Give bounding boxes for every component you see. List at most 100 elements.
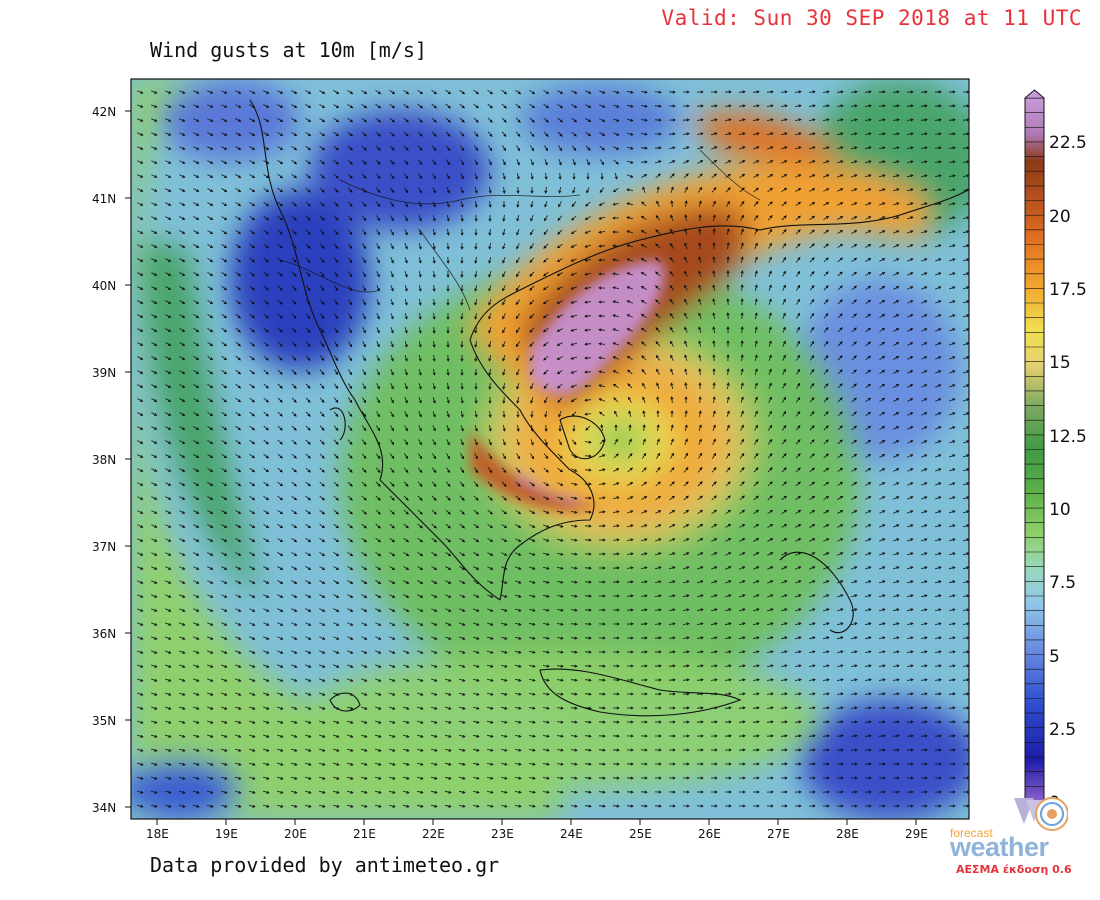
- wind-arrow: [794, 762, 802, 766]
- wind-arrow: [780, 706, 788, 710]
- wind-arrow: [556, 300, 563, 304]
- wind-arrow: [137, 650, 144, 654]
- wind-arrow: [586, 159, 590, 166]
- wind-arrow: [318, 776, 326, 780]
- wind-arrow: [487, 131, 493, 137]
- wind-arrow: [584, 412, 592, 416]
- wind-arrow: [794, 748, 802, 752]
- wind-arrow: [375, 131, 381, 137]
- wind-arrow: [655, 299, 661, 305]
- wind-arrow: [725, 650, 732, 654]
- wind-arrow: [865, 257, 872, 262]
- wind-arrow: [921, 426, 928, 430]
- wind-arrow: [962, 160, 969, 164]
- wind-arrow: [586, 172, 590, 180]
- wind-arrow: [781, 453, 787, 459]
- wind-arrow: [641, 706, 648, 710]
- wind-arrow: [752, 622, 760, 626]
- wind-arrow: [193, 188, 200, 192]
- wind-arrow: [179, 216, 186, 220]
- wind-arrow: [488, 382, 492, 390]
- wind-arrow: [794, 790, 802, 794]
- wind-arrow: [921, 258, 928, 262]
- wind-arrow: [781, 118, 788, 122]
- wind-arrow: [248, 790, 256, 794]
- wind-arrow: [836, 776, 844, 780]
- wind-arrow: [376, 355, 380, 362]
- wind-arrow: [920, 132, 928, 136]
- wind-arrow: [766, 678, 774, 682]
- wind-arrow: [501, 706, 508, 710]
- wind-arrow: [879, 552, 886, 556]
- wind-arrow: [418, 368, 422, 376]
- wind-arrow: [752, 776, 760, 780]
- wind-arrow: [794, 804, 802, 808]
- wind-arrow: [193, 369, 200, 375]
- wind-arrow: [626, 776, 634, 780]
- wind-arrow: [291, 201, 297, 207]
- wind-arrow: [696, 594, 704, 598]
- wind-arrow: [948, 762, 956, 766]
- wind-arrow: [488, 214, 492, 222]
- wind-arrow: [417, 537, 424, 543]
- wind-arrow: [949, 468, 956, 472]
- wind-arrow: [809, 284, 815, 291]
- wind-arrow: [711, 776, 718, 780]
- wind-arrow: [669, 467, 675, 473]
- wind-arrow: [948, 748, 956, 752]
- wind-arrow: [165, 524, 172, 528]
- wind-arrow: [389, 537, 396, 543]
- wind-arrow: [418, 298, 422, 306]
- wind-arrow: [781, 242, 787, 249]
- wind-arrow: [640, 650, 648, 654]
- wind-arrow: [530, 229, 534, 236]
- wind-arrow: [333, 495, 339, 501]
- lon-label: 18E: [146, 827, 169, 841]
- wind-arrow: [626, 552, 634, 556]
- wind-arrow: [207, 678, 214, 682]
- wind-arrow: [319, 90, 326, 94]
- wind-arrow: [795, 467, 801, 473]
- wind-arrow: [627, 510, 634, 514]
- wind-arrow: [598, 356, 606, 360]
- wind-arrow: [599, 132, 606, 137]
- wind-arrow: [865, 453, 872, 458]
- wind-arrow: [165, 552, 172, 556]
- wind-arrow: [571, 145, 577, 152]
- lon-label: 27E: [767, 827, 790, 841]
- wind-arrow: [277, 467, 283, 473]
- wind-arrow: [305, 566, 312, 571]
- wind-arrow: [571, 496, 578, 500]
- wind-arrow: [488, 285, 492, 292]
- wind-arrow: [515, 566, 522, 570]
- wind-arrow: [444, 748, 452, 752]
- wind-arrow: [670, 200, 674, 208]
- wind-arrow: [151, 314, 158, 318]
- wind-arrow: [221, 664, 228, 668]
- wind-arrow: [598, 244, 606, 248]
- wind-arrow: [460, 159, 464, 166]
- wind-arrow: [851, 299, 857, 305]
- wind-arrow: [599, 90, 606, 94]
- wind-arrow: [487, 608, 494, 612]
- wind-arrow: [375, 664, 382, 668]
- wind-arrow: [249, 174, 256, 179]
- wind-arrow: [137, 412, 144, 416]
- wind-arrow: [809, 118, 816, 122]
- wind-arrow: [584, 748, 592, 752]
- wind-arrow: [809, 538, 816, 542]
- wind-arrow: [850, 160, 858, 164]
- wind-arrow: [780, 692, 788, 696]
- wind-arrow: [921, 188, 928, 192]
- wind-arrow: [389, 678, 396, 682]
- wind-arrow: [444, 734, 452, 738]
- globe-icon: [1014, 797, 1068, 831]
- wind-arrow: [530, 145, 535, 152]
- wind-arrow: [781, 174, 788, 178]
- wind-arrow: [934, 524, 942, 528]
- wind-arrow: [193, 104, 200, 108]
- wind-arrow: [767, 650, 774, 654]
- wind-arrow: [249, 327, 255, 333]
- wind-arrow: [502, 243, 506, 250]
- wind-arrow: [865, 299, 872, 305]
